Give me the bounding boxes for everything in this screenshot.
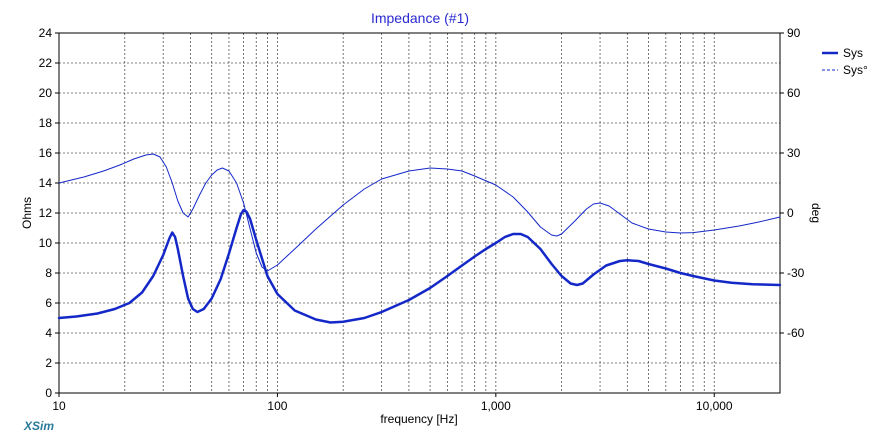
y2-axis-label: deg bbox=[809, 203, 823, 223]
series-layer bbox=[57, 153, 782, 324]
legend-label-sys: Sys bbox=[843, 46, 863, 60]
y-tick-label: 12 bbox=[39, 206, 53, 220]
y2-tick-label: -30 bbox=[787, 266, 805, 280]
y-tick-label: 22 bbox=[39, 56, 53, 70]
legend: Sys Sys° bbox=[822, 46, 868, 77]
xsim-logo: XSim bbox=[24, 419, 55, 433]
x-axis-label: frequency [Hz] bbox=[380, 412, 457, 426]
y-tick-label: 20 bbox=[39, 86, 53, 100]
y-tick-label: 14 bbox=[39, 176, 53, 190]
y-tick-label: 0 bbox=[45, 386, 52, 400]
x-tick-label: 100 bbox=[267, 399, 287, 413]
y-tick-label: 8 bbox=[45, 266, 52, 280]
grid-lines bbox=[59, 33, 780, 393]
y-tick-label: 2 bbox=[45, 356, 52, 370]
y2-tick-label: -60 bbox=[787, 326, 805, 340]
series-line-sys bbox=[57, 208, 782, 324]
legend-label-sys-phase: Sys° bbox=[843, 63, 868, 77]
y-tick-label: 10 bbox=[39, 236, 53, 250]
y-tick-label: 18 bbox=[39, 116, 53, 130]
y2-tick-label: 90 bbox=[787, 26, 801, 40]
y-axis-label: Ohms bbox=[20, 197, 34, 229]
x-tick-label: 10,000 bbox=[696, 399, 733, 413]
chart-title: Impedance (#1) bbox=[371, 10, 469, 26]
y-tick-label: 6 bbox=[45, 296, 52, 310]
y-tick-label: 16 bbox=[39, 146, 53, 160]
x-tick-label: 10 bbox=[52, 399, 66, 413]
y2-tick-label: 60 bbox=[787, 86, 801, 100]
y2-tick-label: 30 bbox=[787, 146, 801, 160]
series-line-sys-phase bbox=[58, 153, 781, 272]
y-tick-label: 24 bbox=[39, 26, 53, 40]
y2-tick-label: 0 bbox=[787, 206, 794, 220]
x-tick-label: 1,000 bbox=[481, 399, 511, 413]
y-tick-label: 4 bbox=[45, 326, 52, 340]
